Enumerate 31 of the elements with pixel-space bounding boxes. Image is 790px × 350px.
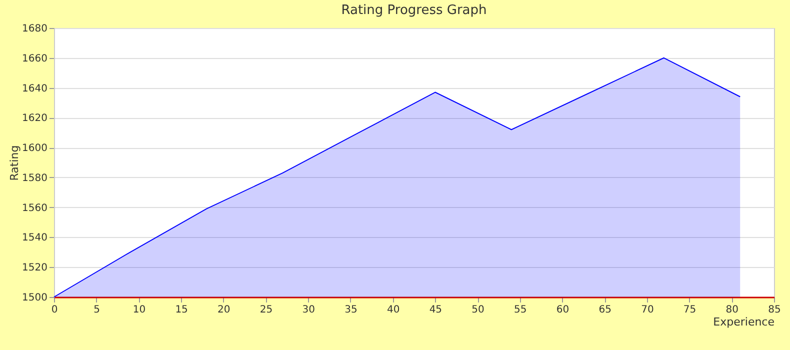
x-tick-label: 10 [132,304,146,316]
x-tick-label: 80 [726,304,739,316]
y-tick-label: 1540 [22,232,48,244]
x-tick-label: 45 [429,304,442,316]
x-tick-label: 15 [175,304,188,316]
y-axis-title: Rating [8,145,22,181]
x-axis-title: Experience [713,316,775,328]
chart-title: Rating Progress Graph [341,3,487,18]
x-tick-label: 75 [683,304,696,316]
y-tick-label: 1680 [22,24,48,34]
x-tick-label: 85 [768,304,781,316]
y-tick-label: 1560 [22,202,48,214]
x-tick-label: 30 [302,304,315,316]
y-tick-label: 1520 [22,262,48,274]
x-tick-label: 5 [94,304,100,316]
y-tick-label: 1600 [22,143,48,154]
x-tick-label: 0 [51,304,58,316]
x-tick-label: 35 [344,304,358,316]
x-tick-label: 50 [472,304,484,316]
x-tick-label: 40 [386,304,400,316]
x-tick-label: 20 [218,304,230,316]
x-tick-label: 60 [556,304,570,316]
x-tick-label: 55 [514,304,527,316]
y-tick-label: 1660 [22,53,48,64]
x-tick-label: 70 [641,304,654,316]
x-tick-label: 25 [260,304,273,316]
y-tick-label: 1500 [22,292,48,304]
y-tick-label: 1620 [22,113,48,124]
y-tick-label: 1580 [22,172,48,184]
y-tick-label: 1640 [22,83,48,94]
x-tick-label: 65 [598,304,612,316]
